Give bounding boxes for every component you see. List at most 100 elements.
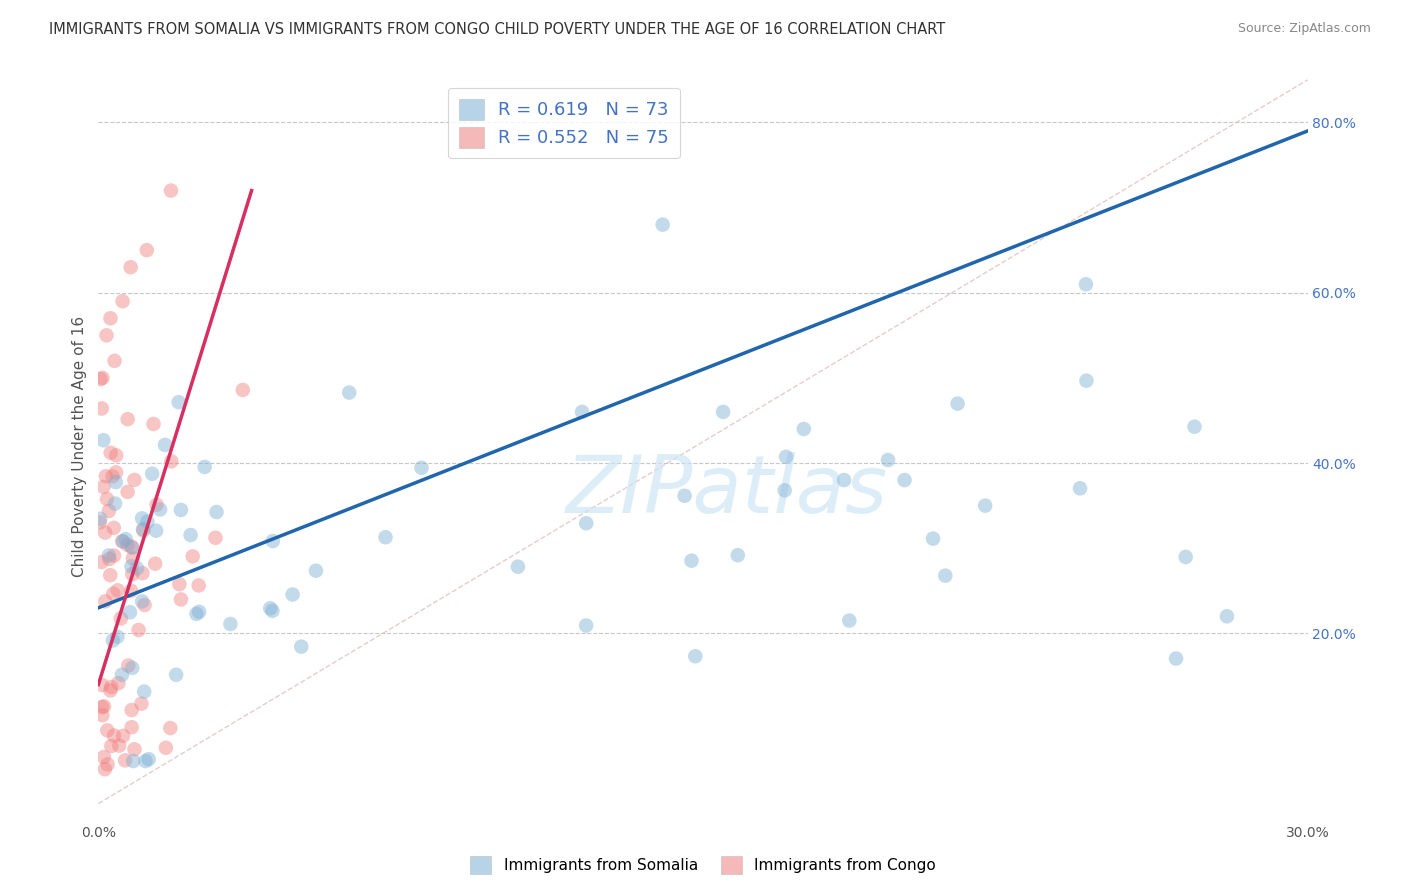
Point — [125, 561, 148, 575]
Point — [232, 383, 254, 397]
Point — [141, 467, 163, 481]
Point — [1069, 481, 1091, 495]
Point — [96, 723, 118, 738]
Point — [105, 448, 128, 462]
Point — [187, 578, 209, 592]
Point — [727, 548, 749, 562]
Point — [204, 531, 226, 545]
Point — [131, 566, 153, 581]
Point — [94, 762, 117, 776]
Legend: Immigrants from Somalia, Immigrants from Congo: Immigrants from Somalia, Immigrants from… — [464, 850, 942, 880]
Point — [149, 502, 172, 516]
Point — [167, 395, 190, 409]
Point — [114, 753, 136, 767]
Point — [121, 703, 143, 717]
Text: IMMIGRANTS FROM SOMALIA VS IMMIGRANTS FROM CONGO CHILD POVERTY UNDER THE AGE OF : IMMIGRANTS FROM SOMALIA VS IMMIGRANTS FR… — [49, 22, 945, 37]
Legend: R = 0.619   N = 73, R = 0.552   N = 75: R = 0.619 N = 73, R = 0.552 N = 75 — [449, 88, 681, 159]
Point — [134, 598, 156, 612]
Point — [117, 412, 139, 426]
Point — [219, 617, 242, 632]
Point — [131, 697, 153, 711]
Point — [832, 473, 855, 487]
Point — [681, 554, 703, 568]
Point — [186, 607, 208, 621]
Point — [100, 680, 122, 694]
Point — [142, 417, 165, 431]
Point — [112, 534, 135, 549]
Point — [103, 729, 125, 743]
Point — [131, 594, 153, 608]
Point — [100, 739, 122, 753]
Point — [121, 541, 143, 555]
Point — [1184, 419, 1206, 434]
Point — [160, 184, 183, 198]
Point — [181, 549, 204, 564]
Point — [131, 511, 153, 525]
Point — [110, 611, 132, 625]
Point — [89, 512, 111, 526]
Point — [98, 568, 121, 582]
Point — [134, 684, 156, 698]
Point — [98, 552, 121, 566]
Point — [101, 469, 124, 483]
Point — [107, 630, 129, 644]
Point — [575, 618, 598, 632]
Point — [100, 683, 122, 698]
Point — [93, 480, 115, 494]
Point — [91, 700, 114, 714]
Point — [145, 524, 167, 538]
Point — [117, 484, 139, 499]
Point — [111, 294, 134, 309]
Point — [155, 740, 177, 755]
Point — [773, 483, 796, 498]
Point — [974, 499, 997, 513]
Point — [101, 633, 124, 648]
Point — [145, 498, 167, 512]
Point — [103, 521, 125, 535]
Point — [121, 661, 143, 675]
Point — [91, 708, 114, 723]
Point — [1074, 277, 1097, 292]
Point — [104, 496, 127, 510]
Text: ZIPatlas: ZIPatlas — [567, 452, 889, 530]
Point — [103, 549, 125, 563]
Point — [97, 504, 120, 518]
Point — [194, 459, 217, 474]
Point — [122, 551, 145, 566]
Point — [1174, 549, 1197, 564]
Point — [94, 469, 117, 483]
Point — [105, 466, 128, 480]
Point — [775, 450, 797, 464]
Point — [143, 557, 166, 571]
Point — [160, 454, 183, 468]
Point — [685, 649, 707, 664]
Point — [262, 534, 284, 549]
Point — [290, 640, 312, 654]
Point — [337, 385, 360, 400]
Point — [165, 667, 187, 681]
Point — [934, 568, 956, 582]
Point — [114, 532, 136, 546]
Point — [108, 739, 131, 753]
Point — [1076, 374, 1098, 388]
Point — [136, 515, 159, 529]
Point — [93, 699, 115, 714]
Point — [103, 587, 125, 601]
Point — [93, 434, 115, 448]
Point — [120, 583, 142, 598]
Point — [922, 532, 945, 546]
Point — [111, 667, 134, 681]
Point — [159, 721, 181, 735]
Point — [411, 460, 433, 475]
Point — [651, 218, 673, 232]
Point — [96, 328, 118, 343]
Point — [96, 491, 118, 506]
Point — [134, 754, 156, 768]
Point — [104, 475, 127, 489]
Point — [93, 750, 115, 764]
Point — [96, 757, 118, 772]
Point — [91, 371, 114, 385]
Point — [946, 396, 969, 410]
Point — [128, 623, 150, 637]
Point — [281, 588, 304, 602]
